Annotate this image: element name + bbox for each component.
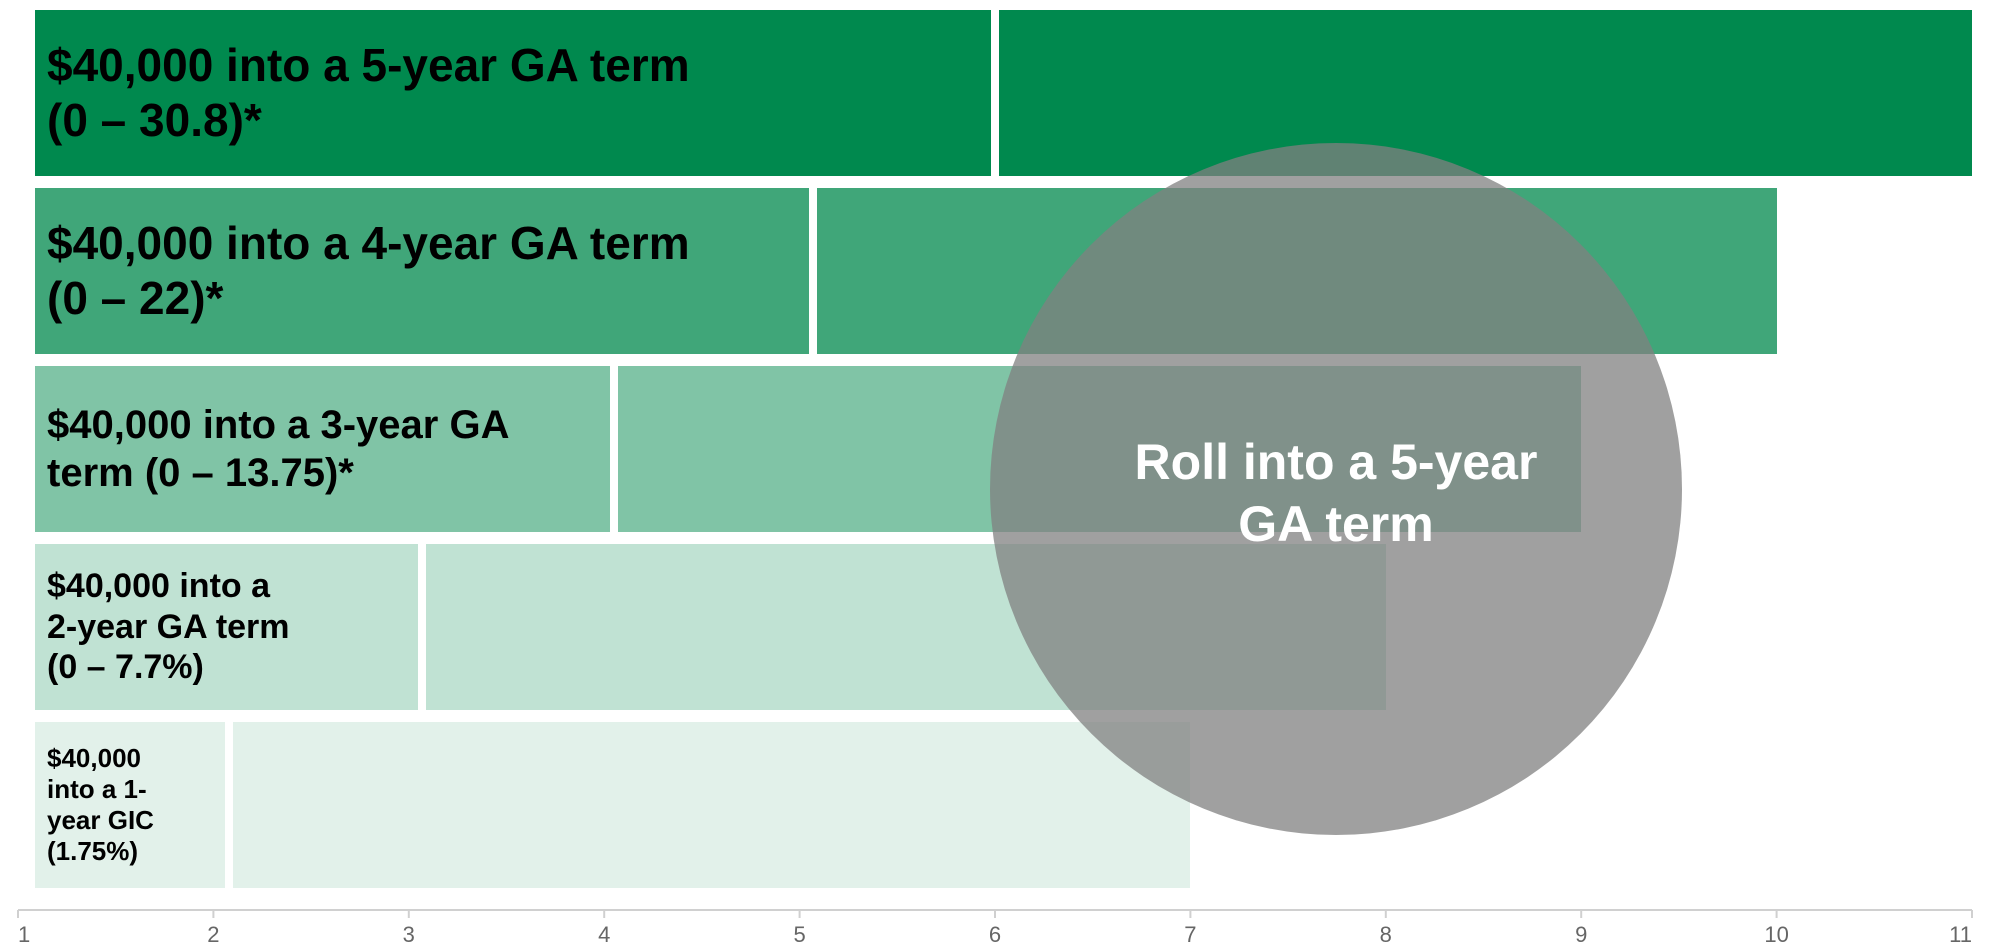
x-tick-label-4: 4 bbox=[598, 922, 610, 947]
x-tick-label-9: 9 bbox=[1575, 922, 1587, 947]
x-tick-label-1: 1 bbox=[18, 922, 30, 947]
x-tick-label-11: 11 bbox=[1949, 922, 1972, 947]
x-tick-label-7: 7 bbox=[1184, 922, 1196, 947]
x-tick-label-5: 5 bbox=[793, 922, 805, 947]
x-tick-label-8: 8 bbox=[1380, 922, 1392, 947]
x-tick-label-10: 10 bbox=[1764, 922, 1788, 947]
x-tick-label-3: 3 bbox=[403, 922, 415, 947]
x-tick-label-6: 6 bbox=[989, 922, 1001, 947]
x-tick-label-2: 2 bbox=[207, 922, 219, 947]
